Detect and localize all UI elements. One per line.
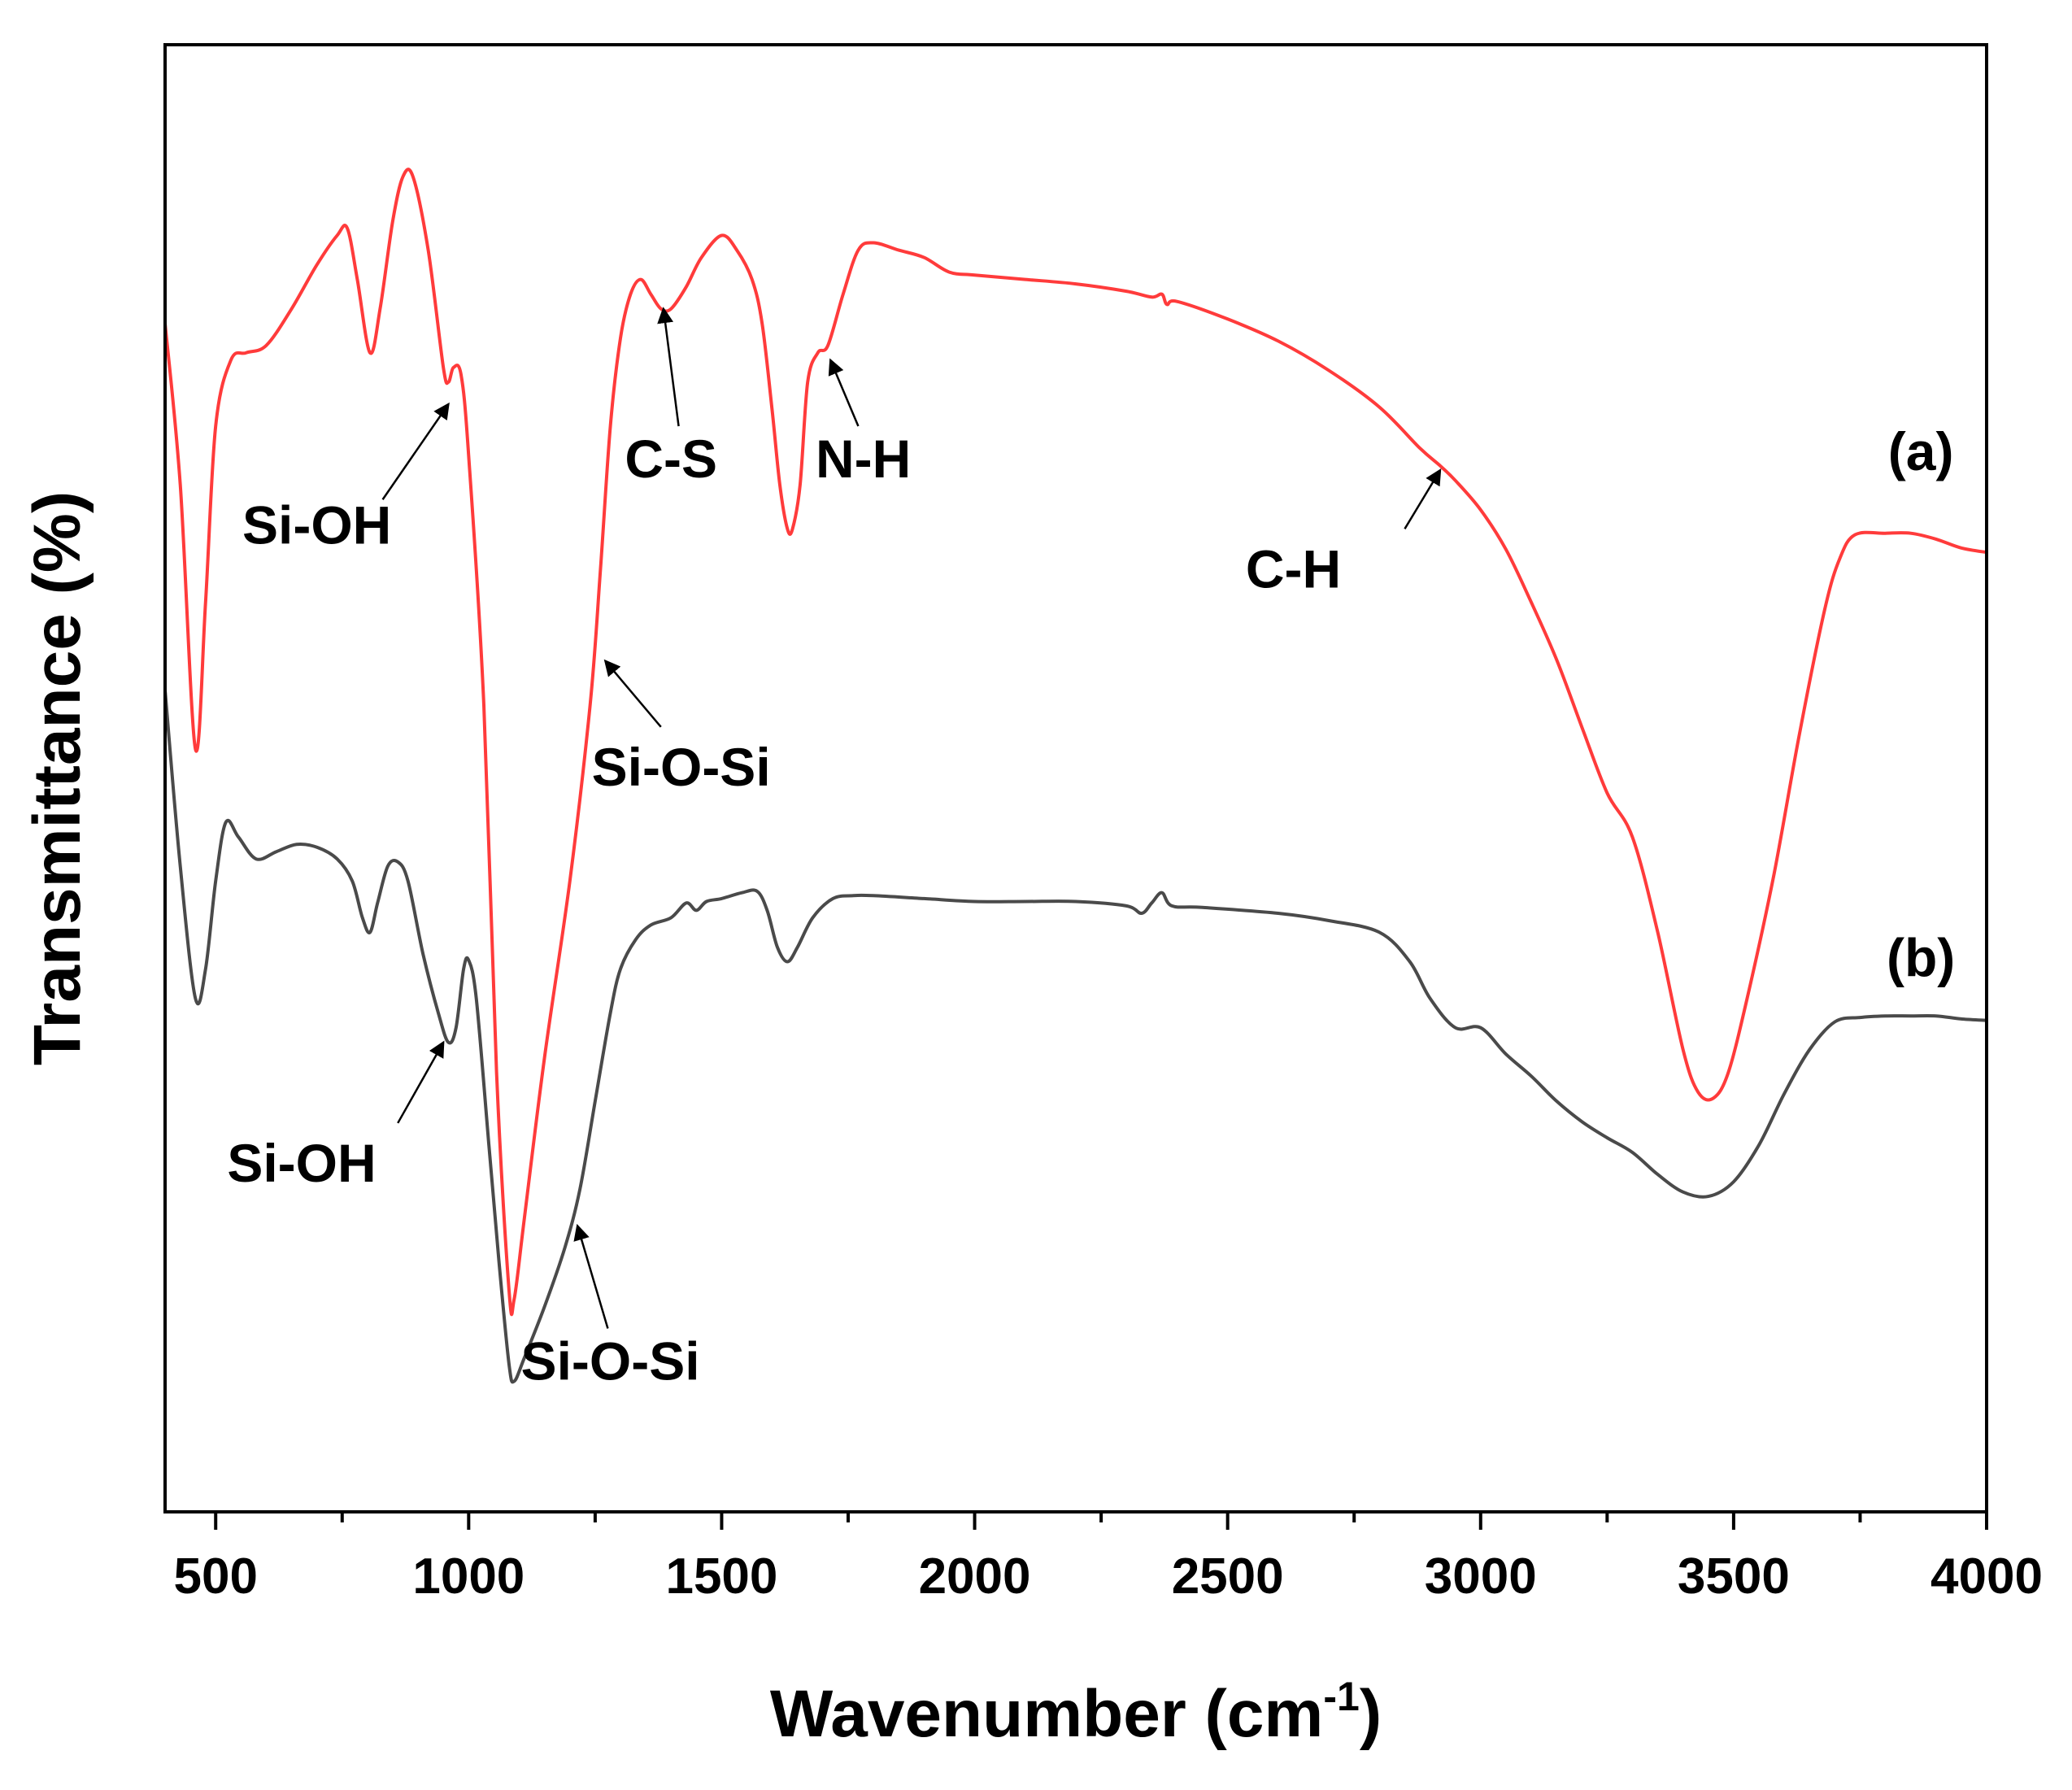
annotation-label-2: C-S xyxy=(625,429,717,489)
series-label-a: (a) xyxy=(1888,421,1954,481)
annotation-label-4: C-H xyxy=(1246,538,1341,599)
annotation-label-3: N-H xyxy=(816,429,911,489)
x-tick-label: 4000 xyxy=(1931,1548,2043,1605)
series-layer xyxy=(163,168,1987,1384)
x-tick-label: 1500 xyxy=(665,1548,777,1605)
annotation-label-1: Si-OH xyxy=(242,494,391,555)
series-label-b: (b) xyxy=(1887,928,1955,988)
annotation-arrow-6 xyxy=(397,1040,445,1124)
y-axis-label: Transmittance (%) xyxy=(20,491,94,1065)
annotation-label-6: Si-OH xyxy=(227,1133,376,1193)
x-axis-ticks: 500 1000 1500 2000 2500 3000 3500 4000 xyxy=(173,1512,2043,1605)
annotation-arrow-2 xyxy=(657,307,680,427)
annotation-label-5: Si-O-Si xyxy=(592,737,771,797)
x-tick-label: 3000 xyxy=(1425,1548,1537,1605)
x-axis-label-close: ) xyxy=(1360,1677,1382,1751)
annotation-arrow-4 xyxy=(1404,468,1442,529)
annotation-layer: (a) (b) Si-OH C-S N-H C-H Si-O-Si Si-OH Si-O-Si xyxy=(227,307,1955,1391)
x-axis-label: Wavenumber (cm-1) xyxy=(770,1674,1382,1751)
series-line-b xyxy=(163,690,1987,1384)
x-axis-label-superscript: -1 xyxy=(1323,1674,1359,1719)
x-tick-label: 2000 xyxy=(919,1548,1031,1605)
annotation-arrow-5 xyxy=(603,659,662,728)
annotation-label-7: Si-O-Si xyxy=(521,1331,700,1391)
x-tick-label: 1000 xyxy=(412,1548,525,1605)
x-tick-label: 2500 xyxy=(1172,1548,1284,1605)
series-line-a xyxy=(163,168,1987,1317)
annotation-arrow-1 xyxy=(381,402,450,500)
annotation-arrow-7 xyxy=(573,1223,609,1329)
x-tick-label: 500 xyxy=(173,1548,257,1605)
x-tick-label: 3500 xyxy=(1678,1548,1790,1605)
plot-area-frame xyxy=(163,43,1988,1513)
annotation-arrow-3 xyxy=(828,358,860,427)
x-axis-label-main: Wavenumber (cm xyxy=(770,1677,1323,1751)
